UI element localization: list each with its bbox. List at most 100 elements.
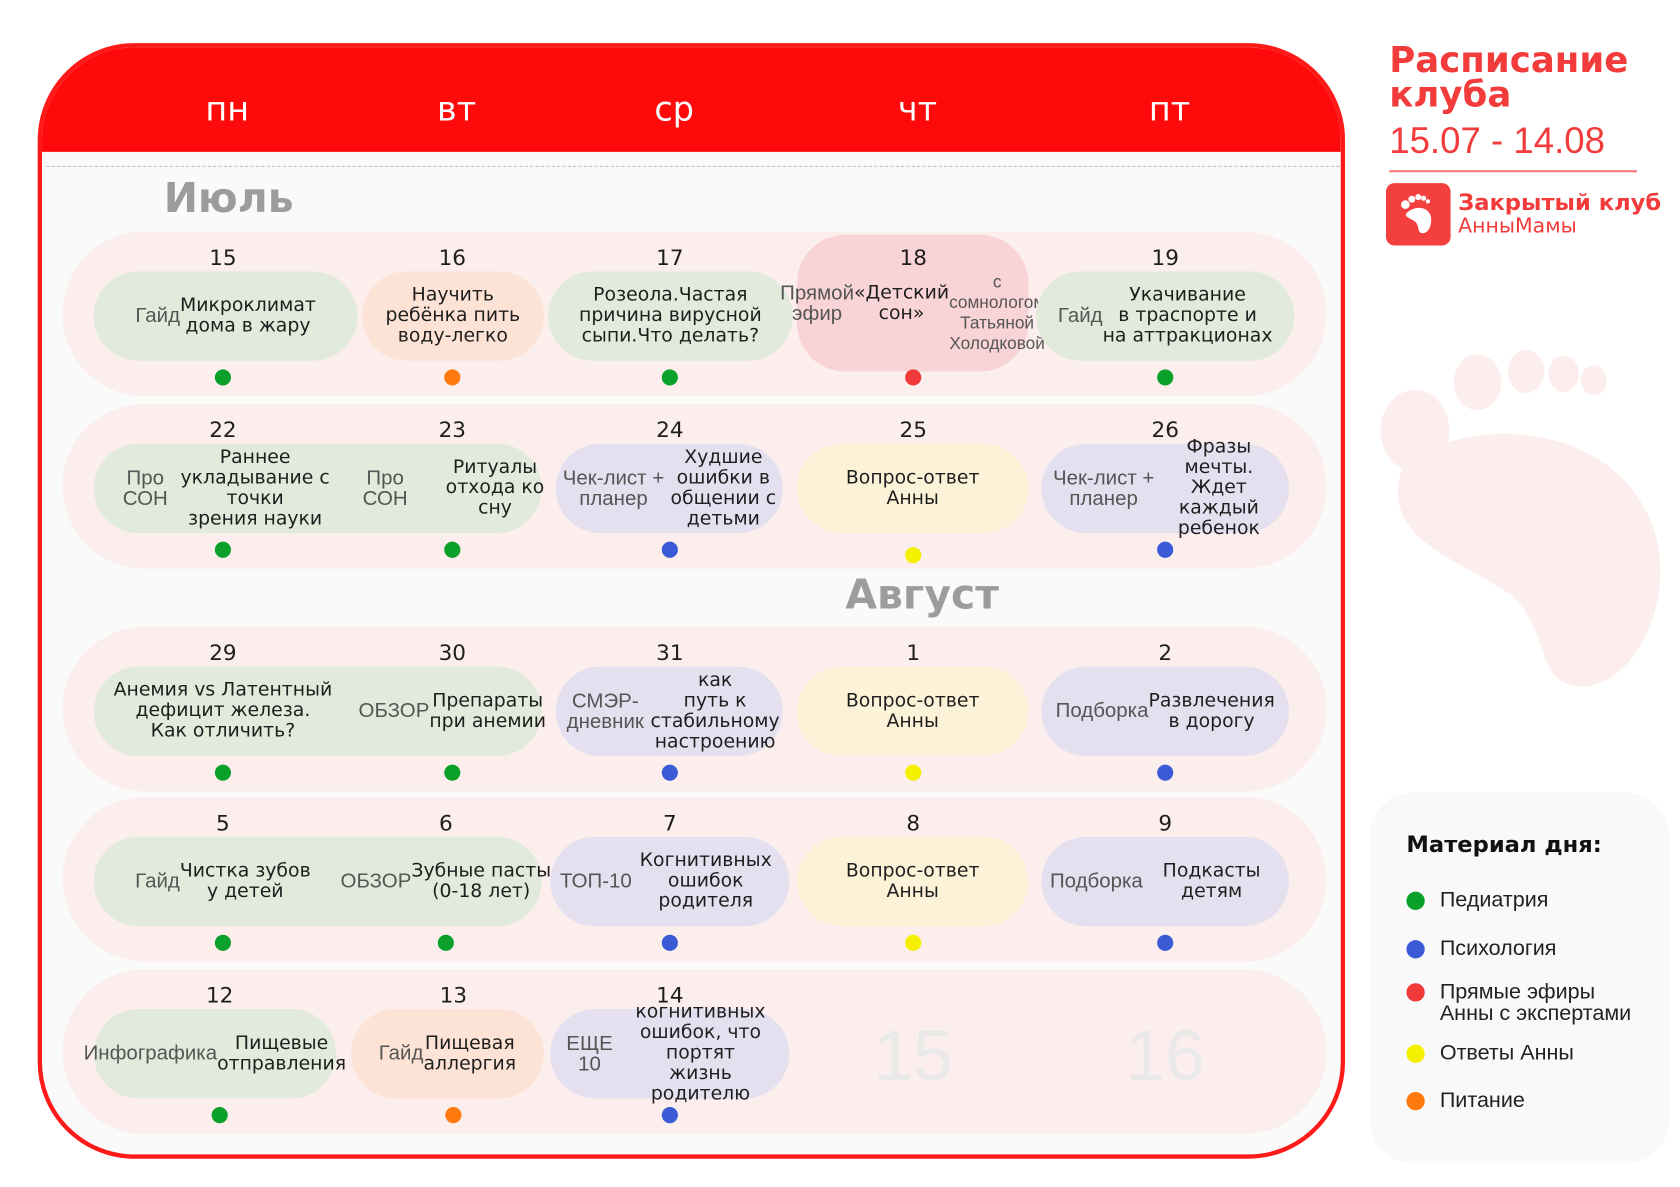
event-title: Анемия vs Латентный дефицит железа. Как … (113, 679, 333, 742)
event-title: Фразы мечты. Ждет каждый ребенок (1177, 436, 1260, 540)
category-dot (905, 547, 922, 564)
event-title: «Детский сон» (853, 281, 950, 324)
event-type: ЕЩЕ 10 (566, 1032, 613, 1076)
category-dot (214, 764, 231, 781)
category-dot (214, 541, 231, 558)
category-dot (444, 541, 461, 558)
event-title: Препараты при анемии (429, 689, 547, 732)
weekday-3: чт (897, 90, 938, 130)
day-number: 5 (216, 809, 230, 836)
day-number: 2 (1158, 639, 1173, 666)
day-number: 13 (439, 982, 468, 1008)
event-text: Чек-лист + планер Худшие ошибки в общени… (551, 444, 788, 533)
category-dot (661, 541, 678, 558)
category-dot (1157, 369, 1174, 386)
category-dot (661, 934, 678, 951)
event-type: Подборка (1055, 699, 1149, 723)
event-pill[interactable]: Гайд Микроклимат дома в жару (93, 271, 358, 361)
event-title: Вопрос-ответ Анны (845, 689, 980, 732)
event-title: Вопрос-ответ Анны (845, 466, 980, 509)
category-dot (661, 369, 678, 386)
event-pill[interactable] (93, 666, 542, 756)
category-dot (1406, 940, 1425, 959)
day-number: 24 (656, 416, 684, 443)
day-number: 18 (899, 244, 927, 271)
event-pill[interactable]: Вопрос-ответ Анны (796, 443, 1029, 534)
event-type: Прямой эфир (780, 281, 854, 325)
event-pill[interactable]: Научить ребёнка пить воду-легко (361, 271, 544, 361)
category-dot (444, 764, 461, 781)
event-type: ОБЗОР (358, 699, 430, 723)
day-number: 15 (209, 244, 237, 271)
club-name-secondary: АнныМамы (1458, 214, 1577, 238)
event-title: Научить ребёнка пить воду-легко (385, 284, 521, 347)
day-number: 23 (438, 416, 467, 443)
event-title: Чистка зубов у детей (179, 859, 311, 902)
day-number: 8 (906, 809, 921, 836)
event-pill[interactable]: Прямой эфир «Детский сон» с сомнологом Т… (780, 234, 1045, 372)
event-title: Развлечения в дорогу (1148, 689, 1275, 732)
legend-item: Психология (1406, 938, 1556, 960)
event-type: Гайд (378, 1042, 424, 1066)
event-title: Пищевая аллергия (423, 1032, 517, 1075)
day-number: 1 (906, 639, 921, 666)
footprint-icon (1385, 183, 1451, 246)
event-pill[interactable]: Чек-лист + планер Фразы мечты. Ждет кажд… (1041, 437, 1290, 539)
event-pill[interactable] (555, 666, 783, 756)
event-title: Пищевые отправления (217, 1032, 347, 1075)
category-dot (437, 934, 454, 951)
event-type: Гайд (135, 870, 180, 893)
legend-item: Ответы Анны (1406, 1041, 1574, 1066)
category-dot (1157, 934, 1174, 951)
event-title: Розеола.Частая причина вирусной сыпи.Что… (579, 284, 762, 347)
club-name: Закрытый клуб (1458, 189, 1662, 216)
event-pill[interactable] (555, 443, 783, 534)
event-pill[interactable]: Вопрос-ответ Анны (796, 666, 1029, 756)
divider (46, 165, 1341, 167)
event-pill[interactable]: Гайд Укачивание в траспорте и на аттракц… (1035, 271, 1295, 361)
event-title: Раннее укладывание с точки зрения науки (180, 446, 330, 530)
month-label-august: Август (845, 570, 999, 619)
event-title: Укачивание в траспорте и на аттракционах (1102, 284, 1273, 347)
schedule-title: Расписание клуба (1389, 38, 1629, 116)
category-dot (1406, 1091, 1425, 1111)
event-pill[interactable]: Подборка Подкасты детям (1041, 836, 1290, 927)
event-pill[interactable]: Инфографика Пищевые отправления (84, 1009, 346, 1099)
event-type: Про СОН (362, 466, 408, 510)
event-pill[interactable]: ЕЩЕ 10 когнитивных ошибок, что портят жи… (550, 1002, 790, 1104)
event-type: Гайд (135, 304, 181, 328)
category-dot (905, 934, 922, 951)
event-pill[interactable] (93, 836, 542, 927)
event-pill[interactable] (550, 836, 790, 927)
day-number: 19 (1151, 244, 1179, 271)
day-number: 6 (438, 809, 453, 836)
event-title: Подкасты детям (1162, 859, 1261, 902)
event-title: Худшие ошибки в общении с детьми (670, 446, 777, 530)
category-dot (1406, 983, 1425, 1002)
weekday-header (41, 47, 1341, 152)
event-pill[interactable]: Подборка Развлечения в дорогу (1041, 666, 1290, 756)
legend-label: Психология (1439, 936, 1557, 961)
weekday-2: ср (654, 90, 694, 130)
event-type: Инфографика (83, 1042, 218, 1066)
event-type: СМЭР-дневник (566, 689, 644, 733)
day-number: 31 (656, 639, 684, 666)
day-number: 22 (209, 416, 237, 443)
event-pill[interactable] (93, 443, 542, 534)
category-dot (445, 1107, 462, 1124)
category-dot (1157, 541, 1174, 558)
event-title: Зубные пасты (0-18 лет) (411, 859, 552, 902)
event-pill[interactable]: Вопрос-ответ Анны (796, 836, 1029, 927)
legend-label: Ответы Анны (1439, 1041, 1574, 1066)
event-pill[interactable]: Гайд Пищевая аллергия (351, 1009, 544, 1099)
day-number: 9 (1158, 809, 1173, 836)
legend-item: Питание (1406, 1090, 1525, 1111)
event-text: ОБЗОР Зубные пасты (0-18 лет) (327, 837, 564, 926)
footprint-decoration-icon (1380, 349, 1661, 687)
event-pill[interactable]: Розеола.Частая причина вирусной сыпи.Что… (548, 271, 793, 361)
legend-label: Педиатрия (1439, 888, 1549, 913)
category-dot (211, 1107, 228, 1124)
legend-item: Педиатрия (1406, 890, 1548, 912)
event-title: Вопрос-ответ Анны (845, 859, 980, 902)
